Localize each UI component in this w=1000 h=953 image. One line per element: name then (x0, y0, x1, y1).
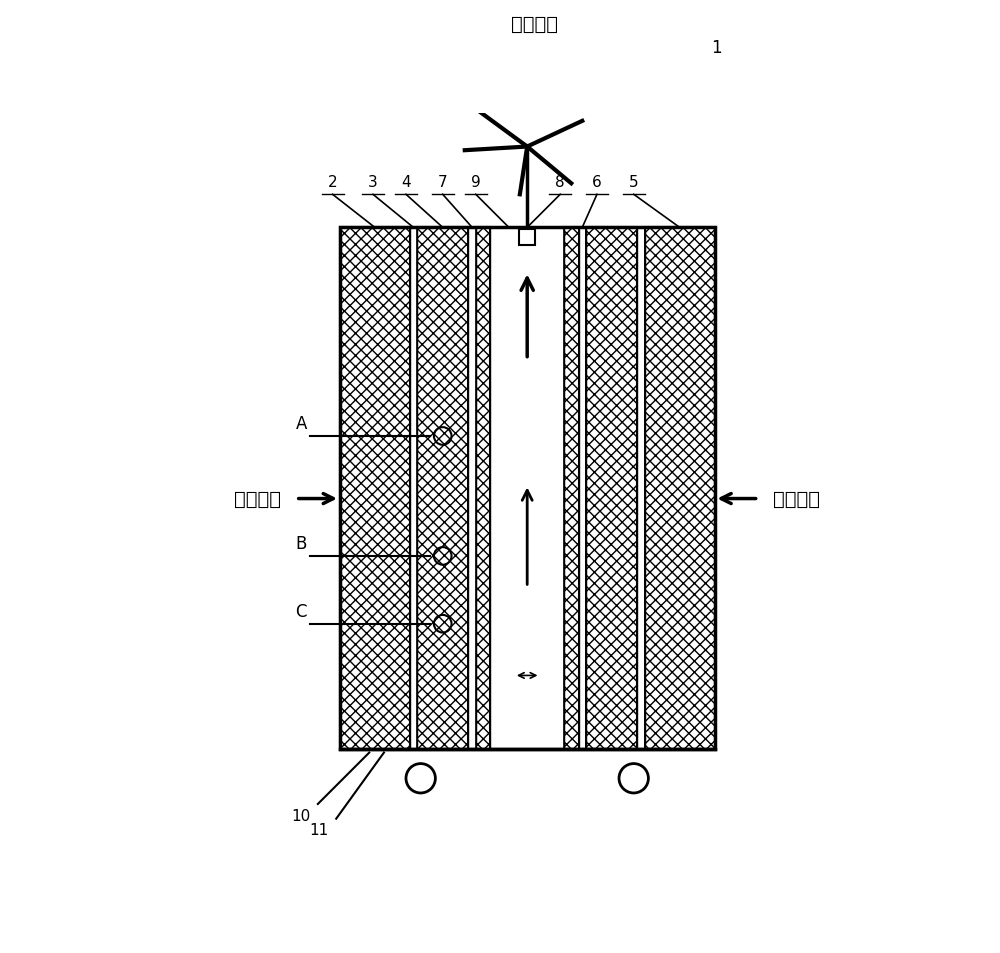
Text: 1: 1 (711, 39, 721, 57)
Text: 5: 5 (629, 175, 639, 190)
Text: 8: 8 (555, 175, 565, 190)
Text: 10: 10 (291, 808, 310, 822)
Text: 7: 7 (438, 175, 448, 190)
Text: 气体进口: 气体进口 (773, 490, 820, 509)
Text: B: B (295, 535, 307, 553)
Text: 2: 2 (328, 175, 337, 190)
Text: C: C (295, 602, 307, 620)
Bar (468, 228, 476, 749)
Bar (476, 228, 490, 749)
Text: 气体出口: 气体出口 (511, 14, 558, 33)
Bar (637, 228, 645, 749)
Text: 11: 11 (310, 822, 329, 838)
Bar (410, 228, 417, 749)
Bar (340, 228, 715, 749)
Bar (519, 230, 535, 246)
Bar (417, 228, 468, 749)
Bar (340, 228, 715, 749)
Text: 4: 4 (401, 175, 411, 190)
Bar (579, 228, 586, 749)
Text: 气体进口: 气体进口 (234, 490, 281, 509)
Text: 9: 9 (471, 175, 481, 190)
Bar (586, 228, 637, 749)
Bar (564, 228, 579, 749)
Bar (645, 228, 715, 749)
Text: 3: 3 (368, 175, 378, 190)
Text: 6: 6 (592, 175, 602, 190)
Text: A: A (295, 415, 307, 433)
Bar (490, 228, 564, 749)
Bar (340, 228, 410, 749)
